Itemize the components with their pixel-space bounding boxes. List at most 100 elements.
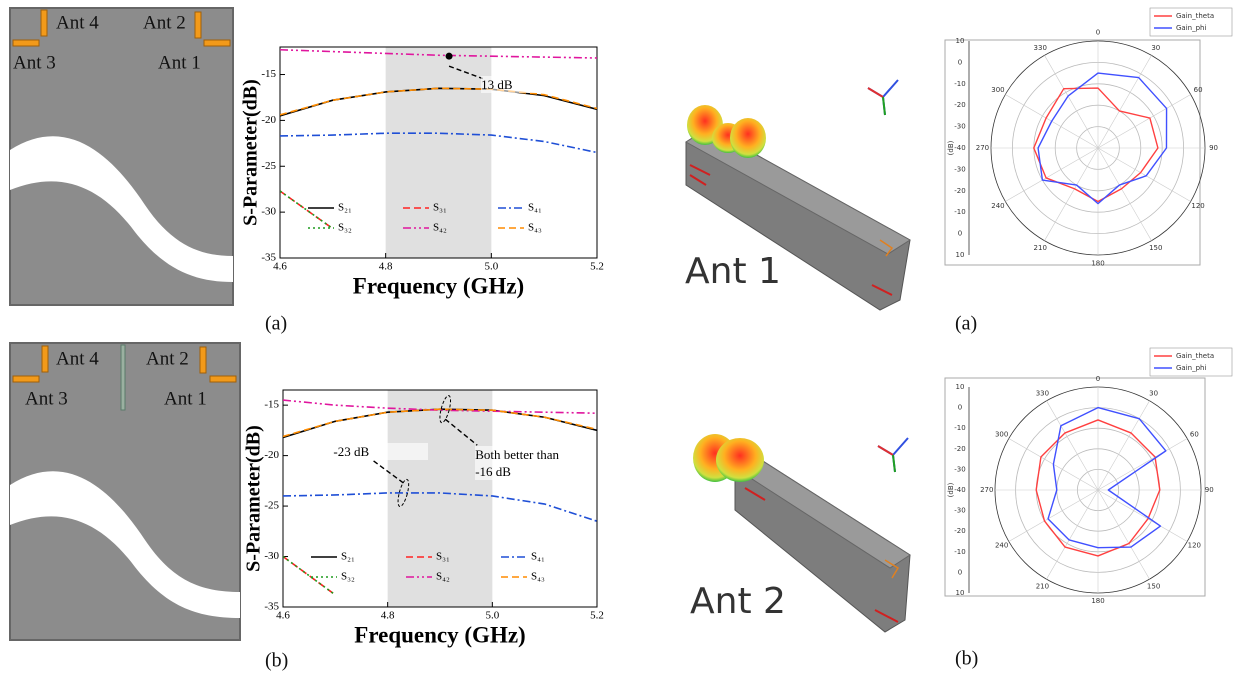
x-tick-label: 4.8 xyxy=(379,261,393,273)
legend-label: S₂₁ xyxy=(338,202,352,214)
figure: Ant 4 Ant 2 Ant 3 Ant 1 Ant 4 Ant 2 Ant … xyxy=(0,0,1249,674)
ant-label: Ant 3 xyxy=(13,52,56,73)
r-tick-label: 10 xyxy=(956,589,965,597)
r-axis-label: (dB) xyxy=(947,140,955,155)
theta-tick-label: 60 xyxy=(1194,86,1203,94)
legend-label: S₄₃ xyxy=(531,571,545,583)
r-tick-label: -10 xyxy=(954,80,965,88)
ant-label: Ant 1 xyxy=(164,388,207,409)
x-axis-label: Frequency (GHz) xyxy=(354,622,525,647)
theta-tick-label: 300 xyxy=(991,86,1004,94)
x-tick-label: 4.8 xyxy=(381,610,395,622)
legend-label: S₄₁ xyxy=(531,551,545,563)
y-tick-label: -30 xyxy=(261,206,276,218)
r-tick-label: -20 xyxy=(954,527,965,535)
annotation: 13 dB xyxy=(481,76,576,93)
y-tick-label: -20 xyxy=(261,114,276,126)
legend-label: Gain_phi xyxy=(1176,364,1206,372)
caption: (a) xyxy=(955,313,977,335)
r-tick-label: -10 xyxy=(954,548,965,556)
theta-tick-label: 120 xyxy=(1191,202,1204,210)
r-tick-label: 0 xyxy=(958,230,962,238)
annotation: Both better than -16 dB xyxy=(475,446,570,480)
theta-tick-label: 0 xyxy=(1096,375,1100,383)
legend-label: S₂₁ xyxy=(341,551,355,563)
page: {"chart_data":[ {"type":"line","xlabel":… xyxy=(0,0,1249,674)
series-line xyxy=(283,557,335,595)
y-tick-label: -30 xyxy=(264,550,279,562)
r-tick-label: 10 xyxy=(956,251,965,259)
theta-tick-label: 300 xyxy=(995,430,1008,438)
y-tick-label: -20 xyxy=(264,449,279,461)
theta-tick-label: 180 xyxy=(1091,260,1104,268)
y-tick-label: -15 xyxy=(264,399,279,411)
r-tick-label: -40 xyxy=(954,144,965,152)
theta-tick-label: 210 xyxy=(1036,582,1049,590)
legend-label: Gain_theta xyxy=(1176,352,1214,360)
x-tick-label: 5.0 xyxy=(484,261,498,273)
r-tick-label: -20 xyxy=(954,445,965,453)
x-tick-label: 5.2 xyxy=(590,261,604,273)
r-axis-label: (dB) xyxy=(947,482,955,497)
ant-label: Ant 3 xyxy=(25,388,68,409)
theta-tick-label: 150 xyxy=(1149,244,1162,252)
theta-tick-label: 0 xyxy=(1096,28,1100,36)
theta-tick-label: 180 xyxy=(1091,597,1104,605)
y-tick-label: -25 xyxy=(261,160,276,172)
theta-tick-label: 30 xyxy=(1149,390,1158,398)
x-tick-label: 5.2 xyxy=(590,610,604,622)
ant-label: Ant 4 xyxy=(56,348,99,369)
pattern-label: Ant 1 xyxy=(685,251,781,292)
ant-label: Ant 4 xyxy=(56,12,99,33)
series-line xyxy=(280,191,333,229)
theta-tick-label: 150 xyxy=(1147,582,1160,590)
r-tick-label: 10 xyxy=(956,383,965,391)
legend-label: S₃₁ xyxy=(433,202,447,214)
x-tick-label: 4.6 xyxy=(273,261,287,273)
y-tick-label: -15 xyxy=(261,68,276,80)
r-tick-label: -20 xyxy=(954,101,965,109)
x-tick-label: 4.6 xyxy=(276,610,290,622)
pattern-b: Ant 2 xyxy=(690,434,910,632)
layout-a: Ant 4 Ant 2 Ant 3 Ant 1 xyxy=(10,8,233,305)
r-tick-label: 0 xyxy=(958,404,962,412)
annotation-box: Both better than -16 dB xyxy=(475,446,585,486)
r-tick-label: -10 xyxy=(954,424,965,432)
legend-label: S₄₃ xyxy=(528,222,542,234)
r-tick-label: 0 xyxy=(958,58,962,66)
r-tick-label: -10 xyxy=(954,208,965,216)
theta-tick-label: 270 xyxy=(976,144,989,152)
y-tick-label: -25 xyxy=(264,500,279,512)
polar-chart: -40-30-30-20-20-10-10001010(dB)030609012… xyxy=(945,8,1232,268)
ant-label: Ant 2 xyxy=(143,12,186,33)
theta-tick-label: 90 xyxy=(1209,144,1218,152)
legend-label: Gain_theta xyxy=(1176,12,1214,20)
r-tick-label: -30 xyxy=(954,123,965,131)
annotation-box: 13 dB xyxy=(481,76,591,116)
pattern-label: Ant 2 xyxy=(690,581,786,622)
legend-label: Gain_phi xyxy=(1176,24,1206,32)
theta-tick-label: 60 xyxy=(1190,430,1199,438)
caption: (b) xyxy=(265,650,288,672)
annotation-point xyxy=(446,53,453,60)
legend-label: S₃₂ xyxy=(341,571,355,583)
caption: (b) xyxy=(955,648,978,670)
layout-b: Ant 4 Ant 2 Ant 3 Ant 1 xyxy=(10,343,240,640)
r-tick-label: -30 xyxy=(954,465,965,473)
annotation-box: -23 dB xyxy=(333,443,443,483)
r-tick-label: 0 xyxy=(958,568,962,576)
theta-tick-label: 330 xyxy=(1036,390,1049,398)
y-axis-label: S-Parameter(dB) xyxy=(240,79,262,226)
theta-tick-label: 210 xyxy=(1034,244,1047,252)
legend-label: S₃₁ xyxy=(436,551,450,563)
theta-tick-label: 90 xyxy=(1205,486,1214,494)
legend-label: S₄₂ xyxy=(436,571,450,583)
theta-tick-label: 120 xyxy=(1188,542,1201,550)
caption: (a) xyxy=(265,313,287,335)
r-tick-label: -40 xyxy=(954,486,965,494)
x-axis-label: Frequency (GHz) xyxy=(353,273,524,298)
polar-chart: -40-30-30-20-20-10-10001010(dB)030609012… xyxy=(945,348,1232,605)
theta-tick-label: 270 xyxy=(980,486,993,494)
